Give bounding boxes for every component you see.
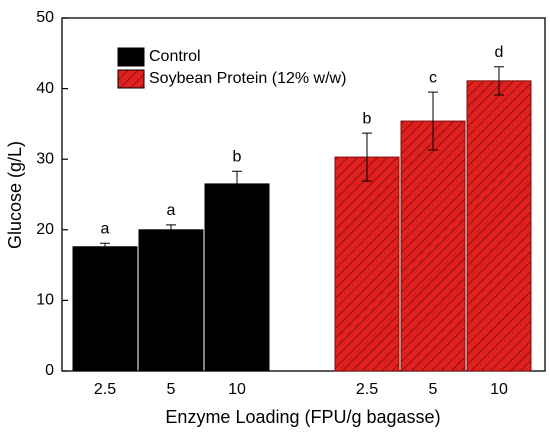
legend-swatch: [117, 47, 145, 67]
significance-letter: b: [233, 148, 242, 165]
x-tick-label: 2.5: [356, 381, 378, 398]
error-bar: [428, 91, 438, 151]
error-bar: [100, 242, 110, 251]
y-axis-title: Glucose (g/L): [5, 141, 25, 249]
significance-letter: d: [495, 44, 504, 61]
y-tick-label: 50: [36, 9, 54, 26]
bar: [334, 156, 400, 372]
y-tick-label: 20: [36, 221, 54, 238]
significance-letter: a: [101, 220, 110, 237]
x-tick-label: 5: [429, 381, 438, 398]
y-tick-label: 0: [45, 362, 54, 379]
legend-label: Control: [149, 48, 201, 65]
error-bar: [232, 170, 242, 198]
y-tick-label: 40: [36, 80, 54, 97]
bar: [400, 120, 466, 372]
significance-letter: c: [429, 69, 437, 86]
error-bar: [494, 66, 504, 96]
plot-frame: [61, 17, 546, 372]
x-axis-title: Enzyme Loading (FPU/g bagasse): [165, 407, 440, 427]
y-tick-label: 10: [36, 292, 54, 309]
x-tick-label: 5: [167, 381, 176, 398]
x-tick-label: 10: [228, 381, 246, 398]
x-tick-label: 2.5: [94, 381, 116, 398]
bar: [204, 183, 270, 372]
x-tick-label: 10: [490, 381, 508, 398]
legend-swatch: [117, 69, 145, 89]
bar: [138, 229, 204, 372]
error-bar: [362, 132, 372, 182]
y-tick-label: 30: [36, 150, 54, 167]
bar: [466, 80, 532, 372]
error-bar: [166, 224, 176, 236]
bar: [72, 246, 138, 372]
significance-letter: a: [167, 202, 176, 219]
significance-letter: b: [363, 110, 372, 127]
legend-label: Soybean Protein (12% w/w): [149, 70, 346, 87]
